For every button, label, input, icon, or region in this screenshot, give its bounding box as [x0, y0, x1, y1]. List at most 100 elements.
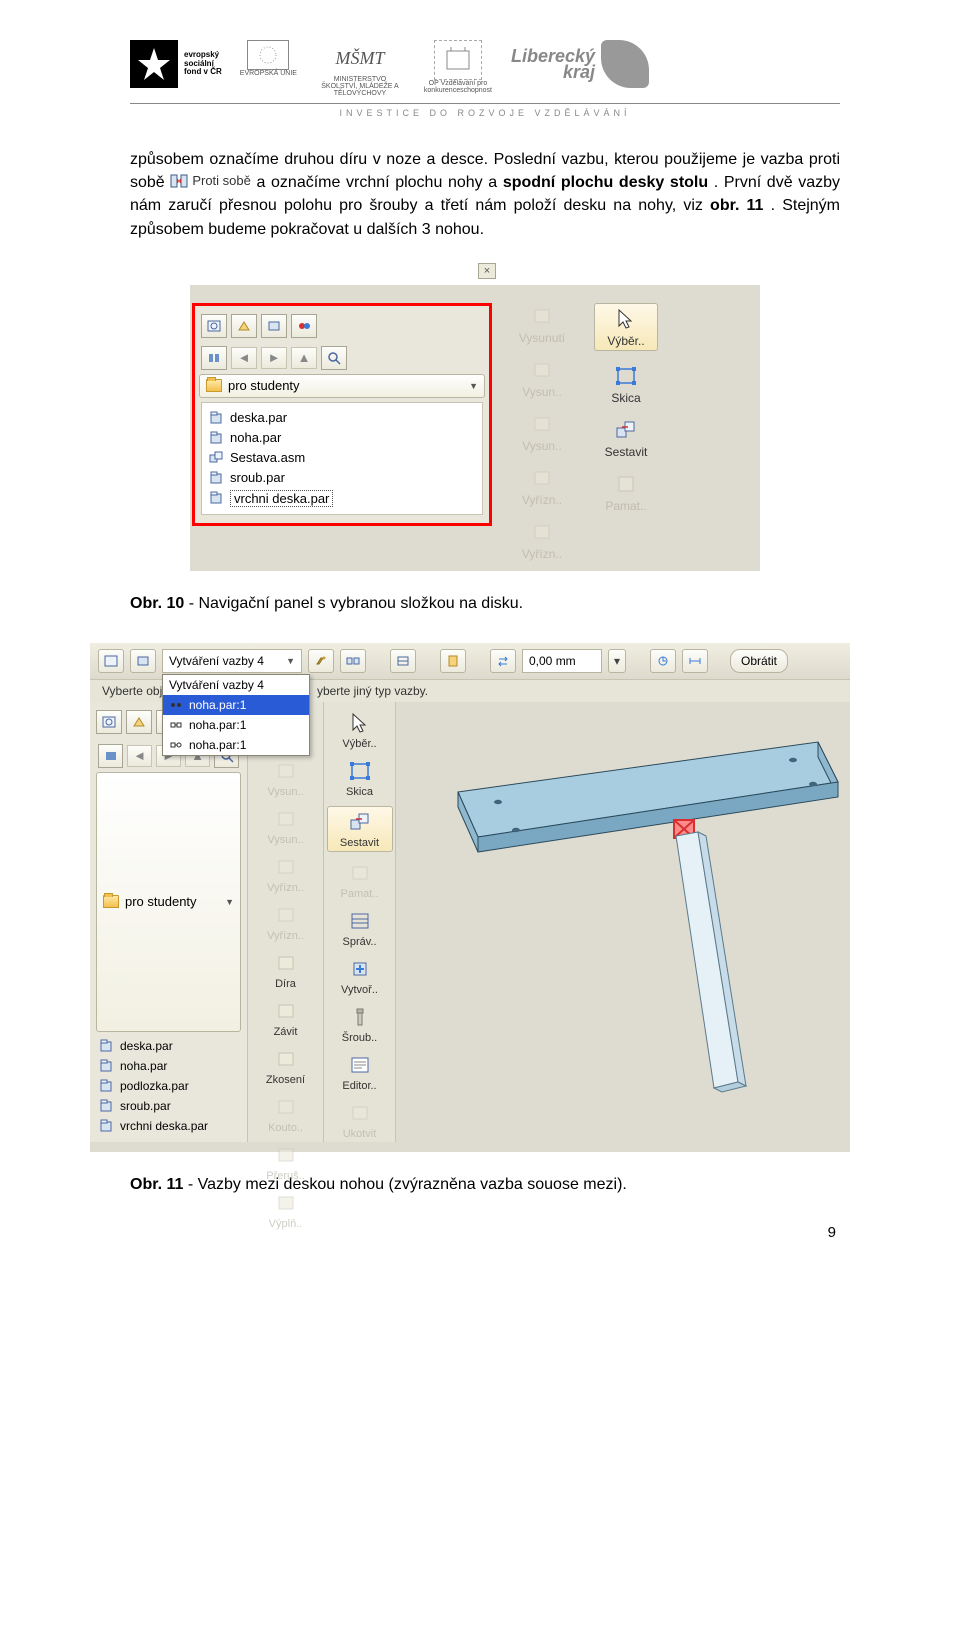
- tool-label: Přeruš..: [266, 1170, 305, 1182]
- popup-item[interactable]: noha.par:1: [163, 735, 309, 755]
- tool-item[interactable]: Vysun..: [251, 758, 321, 798]
- caption-11: Obr. 11 - Vazby mezi deskou nohou (zvýra…: [130, 1176, 840, 1194]
- tool-icon: [271, 902, 301, 928]
- file-name: vrchni deska.par: [230, 490, 333, 507]
- tool-item[interactable]: Díra: [251, 950, 321, 990]
- tool-icon: [345, 758, 375, 784]
- tool-label: Výběr..: [607, 334, 644, 348]
- file-item[interactable]: podlozka.par: [96, 1076, 241, 1096]
- file-item[interactable]: deska.par: [206, 408, 478, 428]
- chevron-down-icon: ▼: [469, 381, 478, 391]
- tool-item[interactable]: Závit: [251, 998, 321, 1038]
- tool-icon[interactable]: [682, 649, 708, 673]
- tool-icon[interactable]: [130, 649, 156, 673]
- tool-item[interactable]: Vysun..: [510, 411, 574, 453]
- tool-icon[interactable]: [98, 744, 123, 768]
- model-canvas[interactable]: [396, 702, 850, 1142]
- tool-label: Sestavit: [605, 445, 648, 459]
- tool-icon: [345, 860, 375, 886]
- popup-item[interactable]: noha.par:1: [163, 715, 309, 735]
- folder-dropdown[interactable]: pro studenty ▼: [96, 772, 241, 1032]
- tool-item[interactable]: Ukotvit: [327, 1100, 393, 1140]
- file-item[interactable]: vrchni deska.par: [96, 1116, 241, 1136]
- file-icon: [208, 450, 224, 466]
- mate-against-icon: [170, 173, 188, 189]
- tool-icon[interactable]: [308, 649, 334, 673]
- tool-label: Skica: [611, 391, 640, 405]
- file-icon: [98, 1098, 114, 1114]
- tab-icon[interactable]: [291, 314, 317, 338]
- tool-item[interactable]: Editor..: [327, 1052, 393, 1092]
- tool-icon[interactable]: [340, 649, 366, 673]
- select-value: Vytváření vazby 4: [169, 654, 264, 668]
- logo-msmt: MŠMT MINISTERSTVO ŠKOLSTVÍ, MLÁDEŽE A TĚ…: [315, 40, 405, 97]
- tool-item[interactable]: Zkosení: [251, 1046, 321, 1086]
- search-icon[interactable]: [321, 346, 347, 370]
- nav-back-icon[interactable]: ◄: [127, 745, 152, 767]
- tool-item[interactable]: Vyřízn..: [251, 854, 321, 894]
- constraint-select[interactable]: Vytváření vazby 4 ▼ Vytváření vazby 4noh…: [162, 649, 302, 673]
- logo-esf: evropský sociální fond v ČR: [130, 40, 222, 88]
- tool-item[interactable]: Šroub..: [327, 1004, 393, 1044]
- tab-icon[interactable]: [201, 314, 227, 338]
- tool-icon[interactable]: [98, 649, 124, 673]
- tool-item[interactable]: Vyřízn..: [510, 465, 574, 507]
- file-item[interactable]: noha.par: [96, 1056, 241, 1076]
- tool-icon[interactable]: [201, 346, 227, 370]
- file-item[interactable]: Sestava.asm: [206, 448, 478, 468]
- tool-icon[interactable]: [390, 649, 416, 673]
- tool-item[interactable]: Kouto..: [251, 1094, 321, 1134]
- tab-icon[interactable]: [231, 314, 257, 338]
- tab-icon[interactable]: [96, 710, 122, 734]
- tab-icon[interactable]: [261, 314, 287, 338]
- tool-item[interactable]: Vysunutí: [510, 303, 574, 345]
- logo-opvk: OP Vzdělávání pro konkurenceschopnost: [423, 40, 493, 94]
- caption-10: Obr. 10 - Navigační panel s vybranou slo…: [130, 595, 840, 613]
- tool-item[interactable]: Sestavit: [594, 417, 658, 459]
- nav-up-icon[interactable]: ▲: [291, 347, 317, 369]
- close-icon[interactable]: ×: [478, 263, 496, 279]
- tool-icon[interactable]: [650, 649, 676, 673]
- tool-item[interactable]: Vytvoř..: [327, 956, 393, 996]
- figure-10: × ◄ ► ▲: [130, 263, 840, 571]
- header-logos: evropský sociální fond v ČR EVROPSKÁ UNI…: [130, 40, 840, 97]
- tool-item[interactable]: Vysun..: [510, 357, 574, 399]
- tool-icon[interactable]: [440, 649, 466, 673]
- chevron-down-icon: ▼: [286, 656, 295, 666]
- tool-item[interactable]: Výplň..: [251, 1190, 321, 1230]
- tool-item[interactable]: Skica: [594, 363, 658, 405]
- tool-item[interactable]: Vyřízn..: [510, 519, 574, 561]
- tool-item[interactable]: Skica: [327, 758, 393, 798]
- nav-fwd-icon[interactable]: ►: [261, 347, 287, 369]
- popup-item[interactable]: noha.par:1: [163, 695, 309, 715]
- file-icon: [98, 1078, 114, 1094]
- folder-dropdown[interactable]: pro studenty ▼: [199, 374, 485, 398]
- tool-item[interactable]: Pamat..: [327, 860, 393, 900]
- tool-item[interactable]: Výběr..: [327, 710, 393, 750]
- tool-item[interactable]: Správ..: [327, 908, 393, 948]
- file-item[interactable]: deska.par: [96, 1036, 241, 1056]
- tool-item[interactable]: Vyřízn..: [251, 902, 321, 942]
- chevron-down-icon[interactable]: ▾: [608, 649, 626, 673]
- left-panel: ◄ ► ▲ pro studenty ▼ deska.parnoha.parpo…: [90, 702, 248, 1142]
- popup-label: noha.par:1: [189, 738, 246, 752]
- file-item[interactable]: sroub.par: [96, 1096, 241, 1116]
- tool-label: Výplň..: [269, 1218, 303, 1230]
- file-item[interactable]: sroub.par: [206, 468, 478, 488]
- tool-item[interactable]: Pamat..: [594, 471, 658, 513]
- swap-icon[interactable]: [490, 649, 516, 673]
- distance-field[interactable]: 0,00 mm: [522, 649, 602, 673]
- tool-item[interactable]: Vysun..: [251, 806, 321, 846]
- figure-11: Vytváření vazby 4 ▼ Vytváření vazby 4noh…: [90, 643, 840, 1152]
- reverse-button[interactable]: Obrátit: [730, 649, 788, 673]
- constraint-type-icon: [169, 719, 183, 731]
- file-item[interactable]: vrchni deska.par: [206, 488, 478, 509]
- tool-item[interactable]: Výběr..: [594, 303, 658, 351]
- file-item[interactable]: noha.par: [206, 428, 478, 448]
- tool-item[interactable]: Přeruš..: [251, 1142, 321, 1182]
- tool-item[interactable]: Sestavit: [327, 806, 393, 852]
- tab-icon[interactable]: [126, 710, 152, 734]
- tool-icon: [345, 809, 375, 835]
- nav-back-icon[interactable]: ◄: [231, 347, 257, 369]
- tool-label: Sestavit: [340, 837, 379, 849]
